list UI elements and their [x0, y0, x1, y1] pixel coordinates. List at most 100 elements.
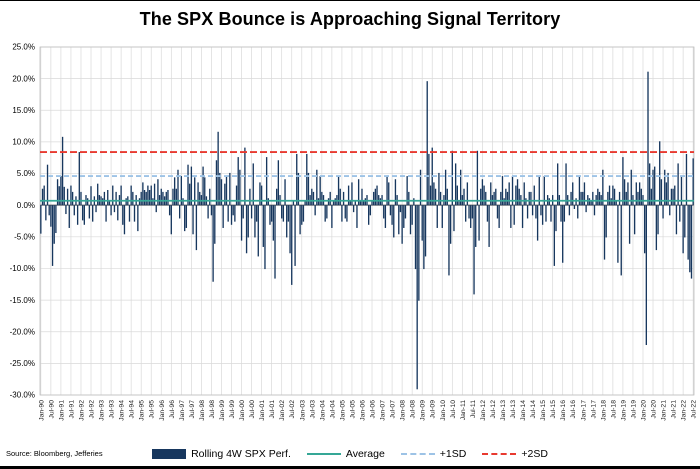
svg-text:Jan-14: Jan-14 — [520, 400, 527, 421]
svg-text:Jul-03: Jul-03 — [309, 400, 316, 419]
chart-svg: 25.0% 20.0% 15.0% 10.0% 5.0% 0.0% -5.0% -10.0% -… — [10, 43, 698, 421]
svg-text:Jan-03: Jan-03 — [299, 400, 306, 421]
svg-text:Jul-12: Jul-12 — [490, 400, 497, 419]
svg-text:Jul-90: Jul-90 — [48, 400, 55, 419]
svg-text:Jan-01: Jan-01 — [259, 400, 266, 421]
x-axis-labels: Jan-90 Jul-90 Jan-91 Jul-91 Jan-92 Jul-92 Jan-… — [38, 400, 697, 421]
svg-text:Jan-20: Jan-20 — [640, 400, 647, 421]
svg-text:-10.0%: -10.0% — [10, 264, 35, 273]
svg-text:5.0%: 5.0% — [17, 169, 35, 178]
chart-footer: Source: Bloomberg, Jefferies Rolling 4W … — [0, 441, 700, 463]
svg-text:Jan-96: Jan-96 — [159, 400, 166, 421]
svg-text:Jan-91: Jan-91 — [58, 400, 65, 421]
svg-text:Jan-05: Jan-05 — [339, 400, 346, 421]
svg-text:Jul-22: Jul-22 — [691, 400, 698, 419]
x-gridlines — [40, 47, 694, 395]
svg-text:Jul-99: Jul-99 — [229, 400, 236, 419]
legend-item-plus2sd: +2SD — [482, 448, 548, 460]
svg-text:0.0%: 0.0% — [17, 201, 35, 210]
svg-text:Jul-02: Jul-02 — [289, 400, 296, 419]
svg-text:Jul-96: Jul-96 — [169, 400, 176, 419]
svg-text:-30.0%: -30.0% — [10, 391, 35, 400]
svg-text:Jan-90: Jan-90 — [38, 400, 45, 421]
legend-label-series: Rolling 4W SPX Perf. — [191, 448, 291, 460]
svg-text:Jul-04: Jul-04 — [329, 400, 336, 419]
svg-text:Jul-09: Jul-09 — [430, 400, 437, 419]
svg-text:Jul-98: Jul-98 — [209, 400, 216, 419]
svg-text:Jan-97: Jan-97 — [179, 400, 186, 421]
svg-text:Jul-14: Jul-14 — [530, 400, 537, 419]
average-swatch — [306, 453, 341, 455]
chart-title: The SPX Bounce is Approaching Signal Ter… — [139, 9, 561, 29]
svg-text:Jul-00: Jul-00 — [249, 400, 256, 419]
svg-text:Jul-92: Jul-92 — [89, 400, 96, 419]
svg-text:-25.0%: -25.0% — [10, 359, 35, 368]
svg-text:Jan-19: Jan-19 — [620, 400, 627, 421]
legend-item-average: Average — [306, 448, 385, 460]
svg-text:Jul-93: Jul-93 — [109, 400, 116, 419]
svg-text:Jul-19: Jul-19 — [630, 400, 637, 419]
legend-label-average: Average — [345, 448, 385, 460]
svg-text:Jan-95: Jan-95 — [139, 400, 146, 421]
svg-text:10.0%: 10.0% — [12, 138, 35, 147]
svg-text:-5.0%: -5.0% — [14, 233, 35, 242]
svg-text:Jan-07: Jan-07 — [380, 400, 387, 421]
svg-text:Jan-99: Jan-99 — [219, 400, 226, 421]
plus1sd-swatch — [400, 453, 435, 455]
svg-text:20.0%: 20.0% — [12, 74, 35, 83]
svg-text:Jul-01: Jul-01 — [269, 400, 276, 419]
svg-text:Jan-92: Jan-92 — [78, 400, 85, 421]
svg-text:-15.0%: -15.0% — [10, 296, 35, 305]
svg-text:-20.0%: -20.0% — [10, 327, 35, 336]
svg-text:Jan-06: Jan-06 — [359, 400, 366, 421]
svg-text:Jan-08: Jan-08 — [400, 400, 407, 421]
svg-text:Jul-16: Jul-16 — [570, 400, 577, 419]
legend-item-plus1sd: +1SD — [400, 448, 467, 460]
svg-text:Jul-05: Jul-05 — [349, 400, 356, 419]
svg-text:Jan-94: Jan-94 — [119, 400, 126, 421]
svg-text:Jul-11: Jul-11 — [470, 400, 477, 418]
svg-text:Jan-12: Jan-12 — [480, 400, 487, 421]
svg-text:Jan-02: Jan-02 — [279, 400, 286, 421]
svg-text:Jul-15: Jul-15 — [550, 400, 557, 419]
svg-text:Jul-97: Jul-97 — [189, 400, 196, 419]
svg-text:Jan-15: Jan-15 — [540, 400, 547, 421]
chart-legend: Rolling 4W SPX Perf. Average +1SD +2SD — [0, 448, 700, 460]
plot-border — [39, 46, 695, 396]
legend-label-plus1sd: +1SD — [439, 448, 467, 460]
svg-text:Jan-17: Jan-17 — [580, 400, 587, 421]
svg-text:15.0%: 15.0% — [12, 106, 35, 115]
svg-text:Jan-93: Jan-93 — [99, 400, 106, 421]
svg-text:Jan-13: Jan-13 — [500, 400, 507, 421]
svg-text:Jan-11: Jan-11 — [460, 400, 467, 420]
svg-text:Jan-22: Jan-22 — [681, 400, 688, 421]
svg-text:Jul-06: Jul-06 — [370, 400, 377, 419]
svg-text:Jul-94: Jul-94 — [129, 400, 136, 419]
y-axis-labels: 25.0% 20.0% 15.0% 10.0% 5.0% 0.0% -5.0% -10.0% -… — [10, 43, 35, 400]
svg-text:Jul-08: Jul-08 — [410, 400, 417, 419]
source-note: Source: Bloomberg, Jefferies — [6, 449, 103, 458]
svg-text:Jul-21: Jul-21 — [671, 400, 678, 419]
svg-text:Jan-04: Jan-04 — [319, 400, 326, 421]
legend-item-series: Rolling 4W SPX Perf. — [152, 448, 291, 460]
svg-text:25.0%: 25.0% — [12, 43, 35, 52]
legend-label-plus2sd: +2SD — [521, 448, 548, 460]
svg-text:Jan-16: Jan-16 — [560, 400, 567, 421]
svg-text:Jan-18: Jan-18 — [600, 400, 607, 421]
svg-text:Jul-07: Jul-07 — [390, 400, 397, 419]
svg-text:Jul-95: Jul-95 — [149, 400, 156, 419]
plus2sd-swatch — [482, 453, 517, 455]
svg-text:Jan-09: Jan-09 — [420, 400, 427, 421]
svg-text:Jul-91: Jul-91 — [68, 400, 75, 419]
svg-text:Jan-10: Jan-10 — [440, 400, 447, 421]
svg-text:Jan-98: Jan-98 — [199, 400, 206, 421]
svg-text:Jul-18: Jul-18 — [610, 400, 617, 419]
bars-series — [40, 71, 694, 390]
svg-text:Jan-21: Jan-21 — [661, 400, 668, 421]
svg-text:Jul-20: Jul-20 — [651, 400, 658, 419]
svg-text:Jan-00: Jan-00 — [239, 400, 246, 421]
svg-text:Jul-10: Jul-10 — [450, 400, 457, 419]
series-swatch — [152, 449, 187, 459]
svg-text:Jul-17: Jul-17 — [590, 400, 597, 419]
